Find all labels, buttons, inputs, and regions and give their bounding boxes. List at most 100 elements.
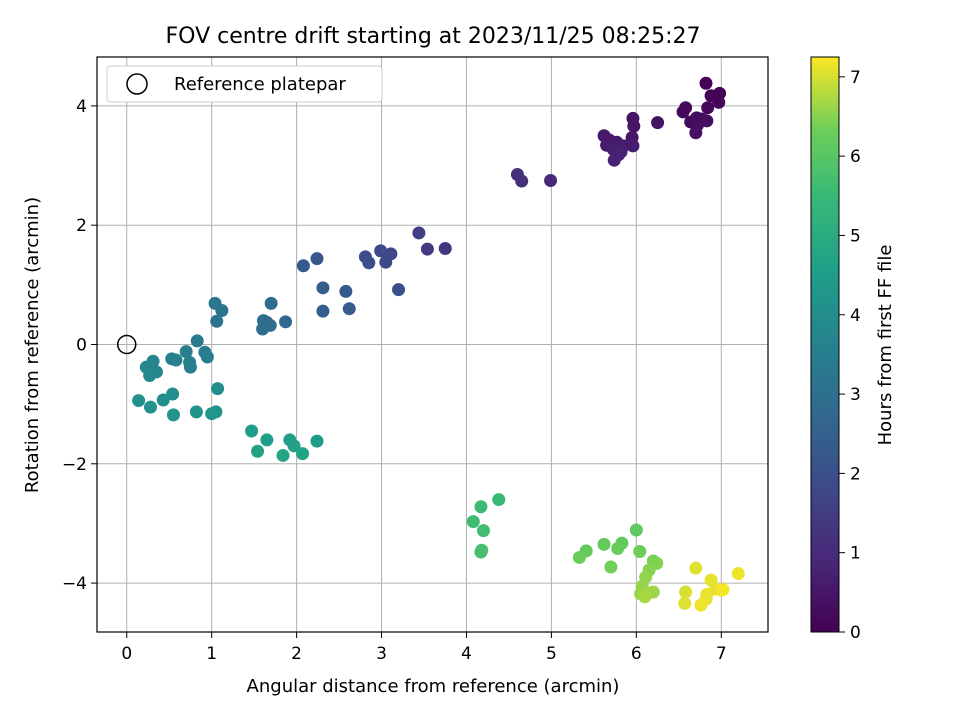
data-point bbox=[166, 408, 180, 422]
colorbar-tick-label: 0 bbox=[850, 623, 861, 643]
data-point bbox=[597, 537, 611, 551]
y-tick-label: −4 bbox=[62, 574, 87, 594]
data-point bbox=[316, 281, 330, 295]
colorbar-gradient bbox=[810, 56, 840, 633]
colorbar-tick-label: 3 bbox=[850, 385, 861, 405]
colorbar-tick-label: 5 bbox=[850, 226, 861, 246]
data-point bbox=[438, 241, 452, 255]
data-point bbox=[627, 119, 641, 133]
data-point bbox=[604, 560, 618, 574]
legend-marker bbox=[126, 73, 148, 95]
x-tick-label: 5 bbox=[546, 644, 557, 664]
data-point bbox=[144, 400, 158, 414]
x-axis-label: Angular distance from reference (arcmin) bbox=[247, 676, 620, 697]
data-point bbox=[205, 407, 219, 421]
data-point bbox=[466, 515, 480, 529]
colorbar-tick-label: 1 bbox=[850, 544, 861, 564]
data-point bbox=[276, 448, 290, 462]
data-point bbox=[190, 334, 204, 348]
data-point bbox=[132, 394, 146, 408]
data-point bbox=[374, 244, 388, 258]
data-point bbox=[279, 315, 293, 329]
data-point bbox=[260, 433, 274, 447]
data-point bbox=[183, 360, 197, 374]
data-point bbox=[169, 353, 183, 367]
x-tick-label: 4 bbox=[461, 644, 472, 664]
data-point bbox=[676, 105, 690, 119]
reference-platepar-marker bbox=[116, 334, 137, 355]
data-point bbox=[474, 545, 488, 559]
data-point bbox=[256, 322, 270, 336]
x-tick-label: 0 bbox=[121, 644, 132, 664]
data-point bbox=[179, 345, 193, 359]
data-point bbox=[731, 567, 745, 581]
data-point bbox=[572, 550, 586, 564]
data-point bbox=[143, 369, 157, 383]
x-tick-label: 6 bbox=[631, 644, 642, 664]
data-point bbox=[694, 598, 708, 612]
y-tick-label: 2 bbox=[76, 216, 87, 236]
colorbar-tick-label: 7 bbox=[850, 68, 861, 88]
x-tick-label: 7 bbox=[716, 644, 727, 664]
data-point bbox=[379, 255, 393, 269]
data-point bbox=[316, 304, 330, 318]
data-point bbox=[310, 434, 324, 448]
legend-box bbox=[106, 65, 383, 103]
data-point bbox=[607, 153, 621, 167]
legend: Reference platepar bbox=[106, 65, 383, 103]
colorbar-tick-label: 6 bbox=[850, 147, 861, 167]
data-point bbox=[362, 256, 376, 270]
data-point bbox=[638, 590, 652, 604]
data-point bbox=[544, 173, 558, 187]
x-tick-label: 1 bbox=[206, 644, 217, 664]
data-point bbox=[287, 439, 301, 453]
scatter-points bbox=[132, 76, 745, 612]
data-point bbox=[716, 583, 730, 597]
data-point bbox=[689, 561, 703, 575]
colorbar-tick-label: 2 bbox=[850, 464, 861, 484]
data-point bbox=[166, 387, 180, 401]
data-point bbox=[392, 283, 406, 297]
data-point bbox=[651, 116, 665, 130]
data-point bbox=[339, 284, 353, 298]
grid bbox=[97, 57, 768, 632]
plot-area: 0 1 2 3 4 5 6 7 −4 −2 0 2 4 bbox=[62, 56, 769, 664]
data-point bbox=[189, 405, 203, 419]
colorbar-ticks: 0 1 2 3 4 5 6 7 bbox=[839, 68, 861, 643]
data-point bbox=[476, 524, 490, 538]
data-point bbox=[251, 444, 265, 458]
y-tick-label: −2 bbox=[62, 455, 87, 475]
data-point bbox=[678, 596, 692, 610]
x-tick-label: 3 bbox=[376, 644, 387, 664]
data-point bbox=[342, 302, 356, 316]
colorbar-label: Hours from first FF file bbox=[875, 245, 896, 446]
colorbar-tick-label: 4 bbox=[850, 306, 861, 326]
legend-label: Reference platepar bbox=[174, 74, 346, 95]
data-point bbox=[215, 304, 229, 318]
data-point bbox=[420, 242, 434, 256]
data-point bbox=[611, 541, 625, 555]
data-point bbox=[701, 101, 715, 115]
y-tick-label: 0 bbox=[76, 336, 87, 356]
data-point bbox=[629, 523, 643, 537]
data-point bbox=[633, 544, 647, 558]
chart-title: FOV centre drift starting at 2023/11/25 … bbox=[166, 24, 701, 49]
data-point bbox=[210, 314, 224, 328]
data-point bbox=[699, 76, 713, 90]
data-point bbox=[492, 493, 506, 507]
data-point bbox=[296, 259, 310, 273]
data-point bbox=[296, 447, 310, 461]
data-point bbox=[679, 585, 693, 599]
data-point bbox=[689, 126, 703, 140]
x-tick-label: 2 bbox=[291, 644, 302, 664]
data-point bbox=[515, 174, 529, 188]
data-point bbox=[211, 382, 225, 396]
y-axis-label: Rotation from reference (arcmin) bbox=[22, 197, 43, 493]
data-point bbox=[310, 252, 324, 266]
data-point bbox=[626, 139, 640, 153]
data-point bbox=[474, 500, 488, 514]
y-tick-label: 4 bbox=[76, 97, 87, 117]
data-point bbox=[412, 226, 426, 240]
y-axis-ticks: −4 −2 0 2 4 bbox=[62, 97, 97, 594]
